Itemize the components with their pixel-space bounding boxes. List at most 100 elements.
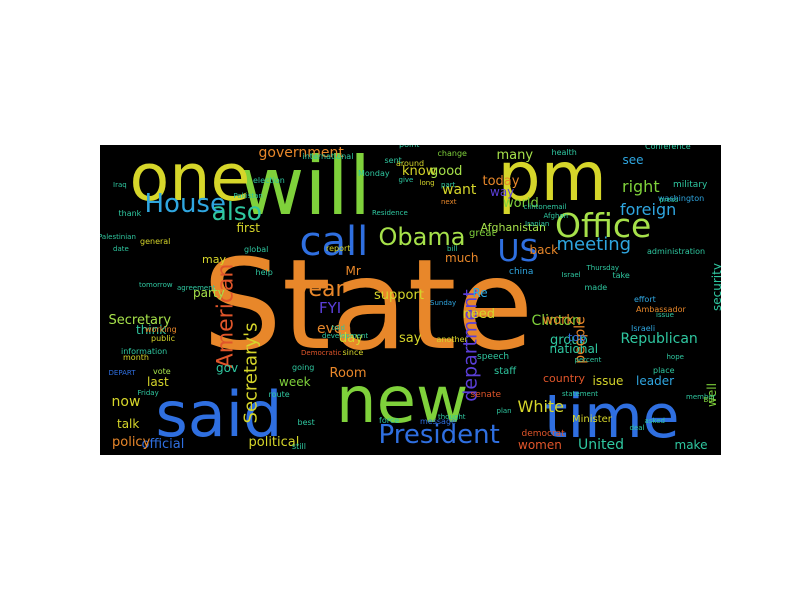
word-83: administration — [647, 247, 706, 256]
word-23: White — [517, 397, 565, 416]
word-97: information — [121, 347, 168, 356]
word-4: said — [155, 378, 283, 451]
word-12: US — [497, 234, 539, 269]
word-116: told — [331, 323, 345, 332]
word-19: department — [459, 288, 482, 402]
word-120: thought — [438, 412, 466, 421]
word-139: date — [113, 244, 129, 253]
word-53: Re — [472, 286, 488, 300]
word-126: made — [584, 283, 608, 292]
word-30: right — [622, 177, 660, 196]
word-11: Obama — [378, 223, 466, 251]
word-71: Minister — [572, 414, 612, 425]
word-135: Iranian — [525, 219, 550, 228]
word-22: Clinton — [531, 313, 581, 329]
word-108: vote — [153, 367, 171, 376]
word-34: today — [482, 173, 520, 189]
word-67: way — [490, 185, 515, 199]
word-138: Iraq — [113, 180, 127, 189]
word-68: top — [568, 330, 587, 344]
word-33: good — [430, 163, 463, 179]
word-105: going — [292, 363, 315, 372]
word-127: place — [653, 366, 675, 375]
word-106: still — [292, 442, 306, 451]
word-92: working — [145, 325, 177, 334]
word-29: policy — [112, 434, 151, 450]
word-51: FYI — [319, 298, 342, 317]
word-35: world — [503, 195, 539, 211]
word-124: Ambassador — [636, 305, 686, 314]
word-52: Mr — [345, 264, 361, 278]
word-15: Secretary's — [239, 322, 261, 424]
word-41: national — [549, 342, 599, 356]
word-1: will — [239, 145, 372, 233]
word-10: also — [211, 196, 263, 226]
word-42: issue — [592, 374, 624, 388]
word-144: Israel — [561, 270, 581, 279]
word-82: washington — [658, 194, 705, 203]
word-26: Secretary — [108, 312, 172, 328]
word-74: speech — [477, 351, 510, 362]
word-32: know — [402, 163, 437, 179]
word-47: say — [399, 330, 422, 346]
word-58: gov — [216, 361, 239, 375]
word-78: Israeli — [631, 324, 656, 333]
word-50: day — [339, 330, 363, 346]
word-36: many — [496, 147, 534, 163]
word-132: hope — [666, 352, 684, 361]
word-140: bill — [447, 244, 458, 253]
word-128: sent — [384, 156, 402, 165]
word-2: pm — [497, 145, 607, 217]
word-79: effort — [634, 295, 656, 304]
word-91: thank — [118, 209, 142, 218]
word-0: State — [202, 232, 534, 378]
word-146: plan — [496, 406, 512, 415]
word-145: Thursday — [586, 263, 620, 272]
word-110: another — [436, 335, 468, 344]
word-7: Office — [555, 205, 652, 245]
word-95: since — [342, 348, 364, 357]
word-131: press — [659, 195, 679, 204]
word-147: issue — [656, 310, 674, 319]
word-115: percent — [574, 355, 602, 364]
word-57: think — [136, 323, 167, 337]
word-143: statement — [562, 389, 599, 398]
word-96: report — [326, 244, 351, 253]
word-56: may — [202, 252, 226, 266]
word-141: tomorrow — [139, 280, 173, 289]
word-17: foreign — [620, 200, 677, 219]
word-72: country — [543, 371, 586, 385]
word-123: Bill — [703, 395, 715, 404]
word-89: general — [140, 237, 171, 246]
word-55: party — [193, 286, 225, 300]
word-31: want — [442, 182, 477, 198]
word-101: long — [419, 178, 435, 187]
word-5: new — [336, 364, 469, 438]
word-111: global — [244, 245, 269, 254]
word-100: Monday — [358, 169, 390, 178]
word-81: military — [673, 179, 708, 190]
word-119: Friday — [137, 388, 159, 397]
word-48: Room — [329, 365, 367, 381]
word-84: health — [551, 148, 577, 157]
word-85: change — [437, 149, 467, 158]
word-28: official — [141, 436, 185, 452]
word-49: even — [317, 321, 352, 337]
word-142: agreement — [177, 283, 216, 292]
word-109: route — [268, 390, 290, 399]
word-20: government — [258, 145, 344, 161]
word-27: political — [248, 434, 300, 450]
word-129: give — [398, 175, 414, 184]
word-8: call — [299, 219, 369, 265]
word-113: message — [420, 417, 456, 426]
word-107: best — [297, 418, 315, 427]
word-66: security — [709, 263, 721, 311]
word-77: china — [509, 266, 534, 277]
word-44: women — [518, 438, 562, 452]
word-16: meeting — [556, 234, 632, 255]
word-65: see — [622, 153, 644, 167]
word-125: take — [612, 271, 630, 280]
word-25: support — [374, 287, 424, 303]
word-54: first — [236, 221, 260, 235]
word-45: make — [674, 438, 708, 452]
